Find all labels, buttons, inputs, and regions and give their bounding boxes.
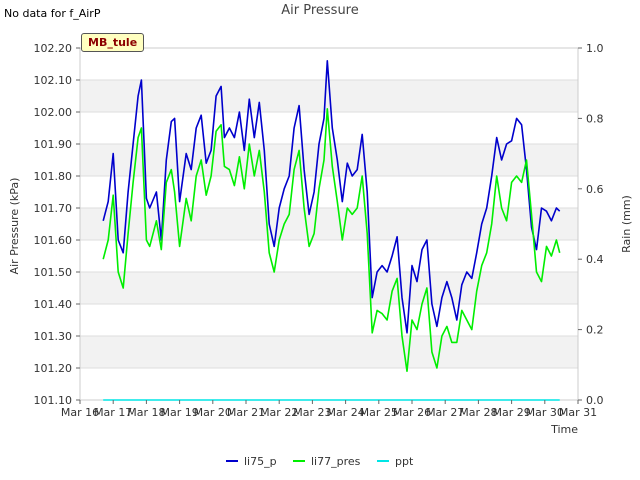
- series-line-li75_p: [102, 59, 561, 334]
- chart-title: Air Pressure: [281, 3, 359, 18]
- y-tick-label: 102.10: [34, 74, 73, 87]
- site-badge: MB_tule: [81, 33, 145, 52]
- series-line-li77_pres: [102, 108, 561, 373]
- grid-band: [80, 336, 578, 368]
- x-tick-label: Mar 26: [393, 406, 431, 419]
- legend-label-ppt: ppt: [395, 455, 414, 468]
- x-tick-label: Mar 30: [526, 406, 564, 419]
- x-tick-label: Mar 17: [94, 406, 132, 419]
- y2-axis-ticks: 0.0 0.2 0.4 0.6 0.8 1.0: [578, 42, 604, 407]
- legend-label-li77_pres: li77_pres: [311, 455, 361, 468]
- y-tick-label: 101.10: [34, 394, 73, 407]
- y-tick-label: 101.60: [34, 234, 73, 247]
- x-tick-label: Mar 19: [160, 406, 198, 419]
- y2-tick-label: 0.8: [586, 112, 604, 125]
- y-tick-label: 101.30: [34, 330, 73, 343]
- x-tick-label: Mar 21: [227, 406, 265, 419]
- legend: li75_p li77_pres ppt: [226, 455, 414, 468]
- x-tick-label: Mar 22: [260, 406, 298, 419]
- y-axis-ticks: 101.10 101.20 101.30 101.40 101.50 101.60 101.…: [34, 42, 80, 407]
- y-tick-label: 102.00: [34, 106, 73, 119]
- grid-band: [80, 272, 578, 304]
- legend-label-li75_p: li75_p: [244, 455, 277, 468]
- y2-axis-label: Rain (mm): [620, 195, 633, 253]
- y2-tick-label: 0.4: [586, 253, 604, 266]
- x-tick-label: Mar 16: [61, 406, 99, 419]
- y-tick-label: 101.50: [34, 266, 73, 279]
- x-axis-label: Time: [550, 423, 578, 436]
- y2-tick-label: 1.0: [586, 42, 604, 55]
- x-tick-label: Mar 29: [492, 406, 530, 419]
- x-tick-label: Mar 25: [360, 406, 398, 419]
- y-tick-label: 101.40: [34, 298, 73, 311]
- x-tick-label: Mar 28: [459, 406, 497, 419]
- x-tick-label: Mar 31: [559, 406, 597, 419]
- no-data-note: No data for f_AirP: [4, 7, 101, 20]
- y2-tick-label: 0.0: [586, 394, 604, 407]
- y-tick-label: 101.80: [34, 170, 73, 183]
- x-tick-label: Mar 23: [293, 406, 331, 419]
- x-tick-label: Mar 18: [127, 406, 165, 419]
- y-tick-label: 102.20: [34, 42, 73, 55]
- x-tick-label: Mar 20: [194, 406, 232, 419]
- y-axis-label: Air Pressure (kPa): [8, 178, 21, 275]
- x-tick-label: Mar 27: [426, 406, 464, 419]
- x-tick-label: Mar 24: [326, 406, 364, 419]
- grid-band: [80, 144, 578, 176]
- y-tick-label: 101.20: [34, 362, 73, 375]
- y-tick-label: 101.70: [34, 202, 73, 215]
- y2-tick-label: 0.6: [586, 183, 604, 196]
- y-tick-label: 101.90: [34, 138, 73, 151]
- y2-tick-label: 0.2: [586, 324, 604, 337]
